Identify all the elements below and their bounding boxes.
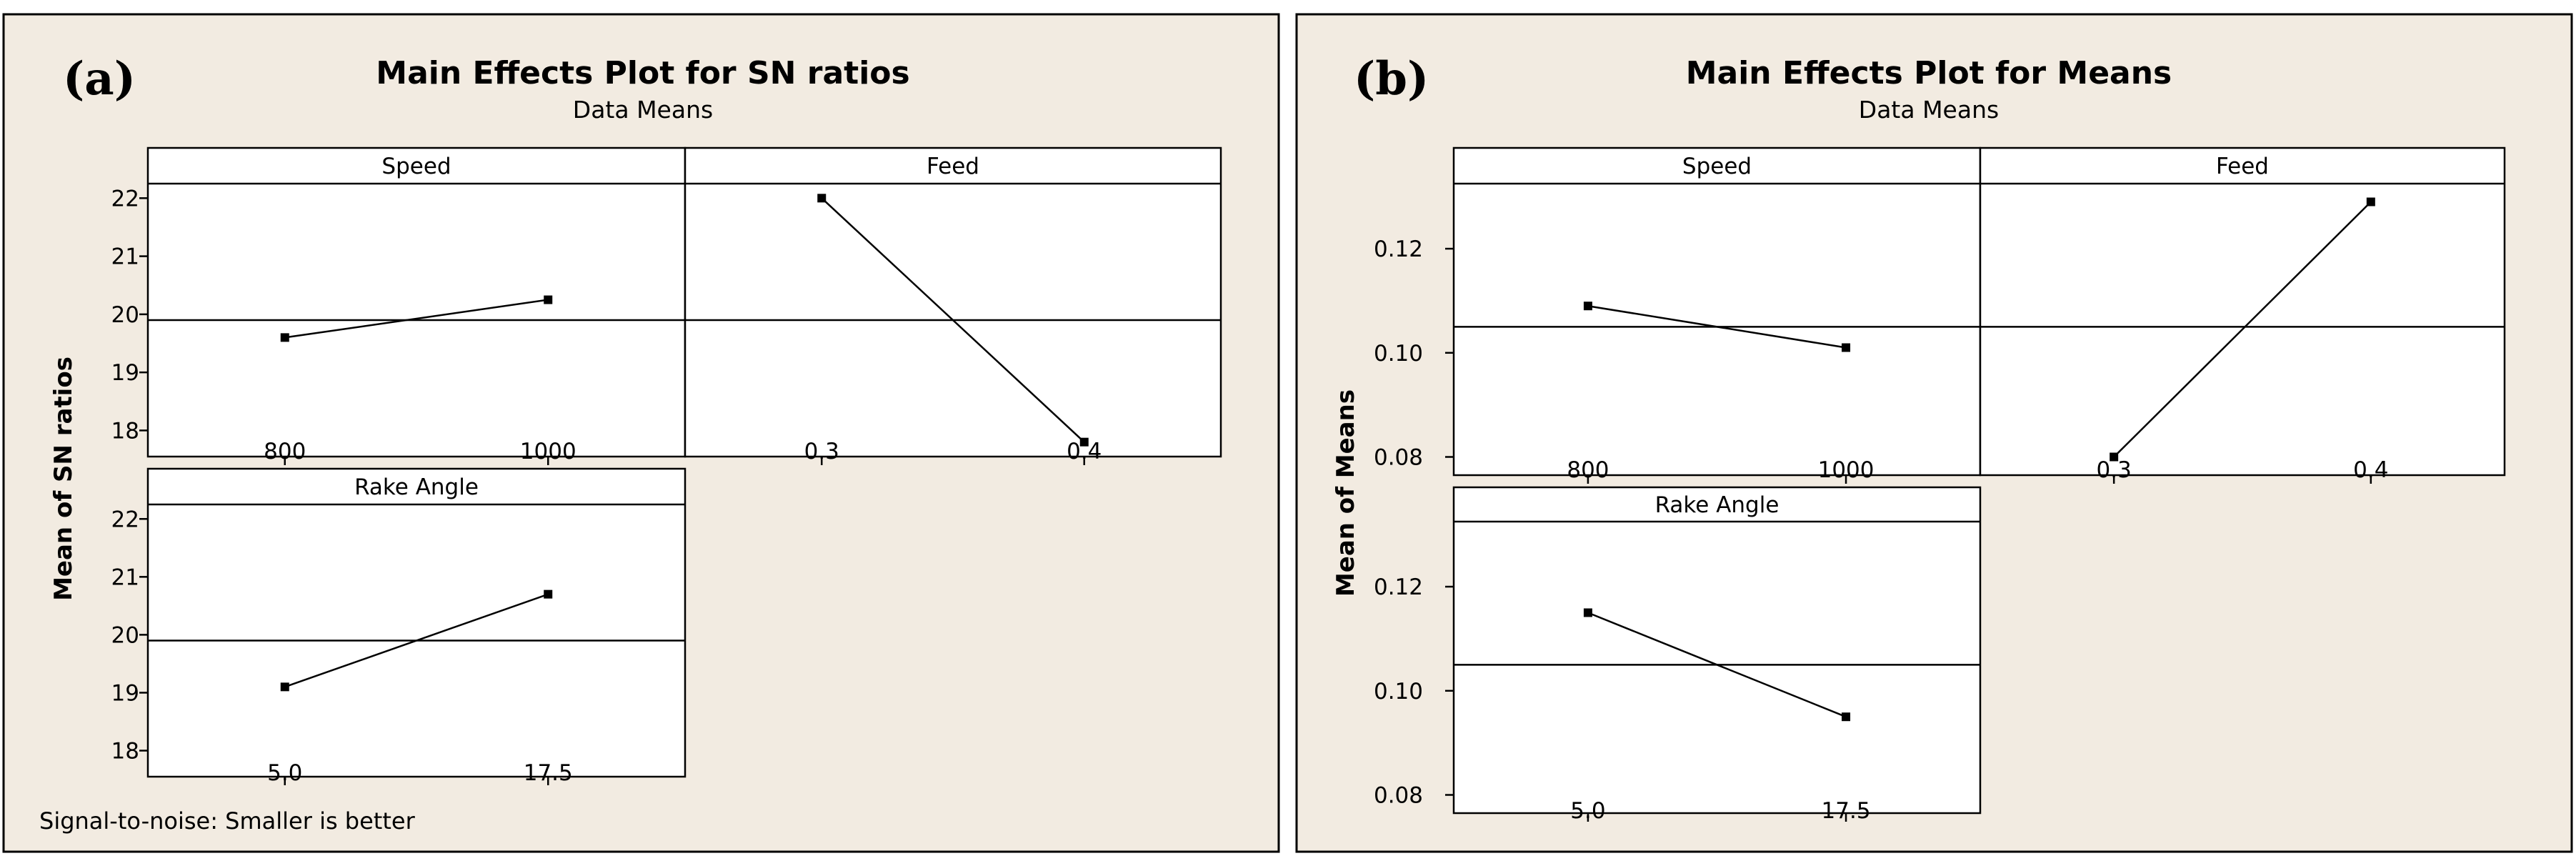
facet-strip-label: Feed — [2216, 154, 2269, 179]
x-tick-label: 5.0 — [267, 760, 302, 786]
panel-tag: (b) — [1354, 52, 1429, 106]
facet-plot-area — [1979, 146, 2506, 477]
data-point-1000 — [544, 295, 553, 304]
x-tick-label: 1000 — [520, 439, 576, 464]
facet-feed: Feed 0.3 0.4 — [1979, 146, 2506, 484]
y-tick-label: 18 — [111, 418, 139, 444]
facet-plot-area — [684, 146, 1222, 458]
facet-rake-angle: Rake Angle 0.08 0.10 0.12 5.0 17.5 — [1374, 486, 1982, 824]
data-point-17.5 — [1842, 712, 1851, 722]
facet-strip-label: Feed — [927, 154, 979, 179]
x-tick-label: 17.5 — [1822, 798, 1871, 824]
y-tick-label: 0.12 — [1374, 574, 1423, 600]
facet-plot-area — [146, 146, 687, 458]
data-point-0.4 — [2366, 197, 2375, 206]
facet-rake-angle: Rake Angle 18 19 20 21 22 5.0 17.5 — [111, 467, 687, 786]
x-tick-label: 17.5 — [524, 760, 573, 786]
chart-subtitle: Data Means — [573, 96, 713, 124]
facet-plot-area — [1452, 146, 1982, 477]
y-tick-label: 22 — [111, 186, 139, 211]
facet-strip-label: Speed — [1682, 154, 1752, 179]
x-tick-label: 5.0 — [1570, 798, 1605, 824]
y-tick-label: 0.10 — [1374, 679, 1423, 705]
data-point-17.5 — [544, 589, 553, 599]
facet-strip-label: Rake Angle — [1655, 492, 1779, 518]
footnote: Signal-to-noise: Smaller is better — [39, 807, 416, 835]
data-point-5.0 — [280, 682, 289, 692]
y-tick-label: 0.08 — [1374, 783, 1423, 809]
y-tick-label: 21 — [111, 244, 139, 270]
data-point-0.3 — [817, 194, 827, 203]
chart-panel-a: (a) Main Effects Plot for SN ratios Data M… — [2, 13, 1280, 853]
effect-line — [284, 299, 549, 339]
facet-plot-area — [146, 467, 687, 778]
chart-panel-b: (b) Main Effects Plot for Means Data Means… — [1295, 13, 2573, 853]
effect-line — [1587, 612, 1847, 718]
y-tick-label: 20 — [111, 302, 139, 328]
data-point-1000 — [1842, 343, 1851, 352]
effect-line — [2113, 201, 2372, 458]
chart-title: Main Effects Plot for SN ratios — [376, 55, 909, 91]
y-tick-label: 0.12 — [1374, 237, 1423, 262]
effect-line — [284, 593, 549, 688]
x-tick-label: 0.3 — [2097, 457, 2132, 483]
y-axis-label: Mean of SN ratios — [49, 357, 78, 601]
facet-strip-label: Rake Angle — [354, 474, 479, 500]
y-tick-label: 0.10 — [1374, 341, 1423, 367]
x-tick-label: 0.4 — [2353, 457, 2388, 483]
x-tick-label: 0.3 — [804, 439, 839, 464]
chart-subtitle: Data Means — [1859, 96, 1999, 124]
x-tick-label: 800 — [1567, 457, 1609, 483]
data-point-0.3 — [2110, 452, 2119, 462]
facet-plot-area — [1452, 486, 1982, 815]
y-tick-label: 22 — [111, 507, 139, 532]
data-point-0.4 — [1079, 437, 1089, 447]
facet-speed: Speed 18 19 20 21 22 800 1000 — [111, 146, 687, 465]
x-tick-label: 800 — [264, 439, 306, 464]
y-tick-label: 20 — [111, 622, 139, 648]
y-tick-label: 19 — [111, 360, 139, 386]
panel-tag: (a) — [63, 52, 136, 106]
y-tick-label: 0.08 — [1374, 445, 1423, 471]
data-point-800 — [1583, 302, 1592, 311]
y-tick-label: 18 — [111, 739, 139, 765]
y-tick-label: 19 — [111, 680, 139, 706]
data-point-800 — [280, 333, 289, 342]
effect-line — [821, 197, 1085, 443]
chart-title: Main Effects Plot for Means — [1686, 55, 2172, 91]
facet-speed: Speed 0.08 0.10 0.12 800 1000 — [1374, 146, 1982, 484]
facet-strip-label: Speed — [381, 154, 451, 179]
effect-line — [1587, 304, 1847, 349]
x-tick-label: 1000 — [1818, 457, 1874, 483]
y-tick-label: 21 — [111, 564, 139, 590]
y-axis-label: Mean of Means — [1332, 389, 1360, 597]
data-point-5.0 — [1583, 608, 1592, 617]
